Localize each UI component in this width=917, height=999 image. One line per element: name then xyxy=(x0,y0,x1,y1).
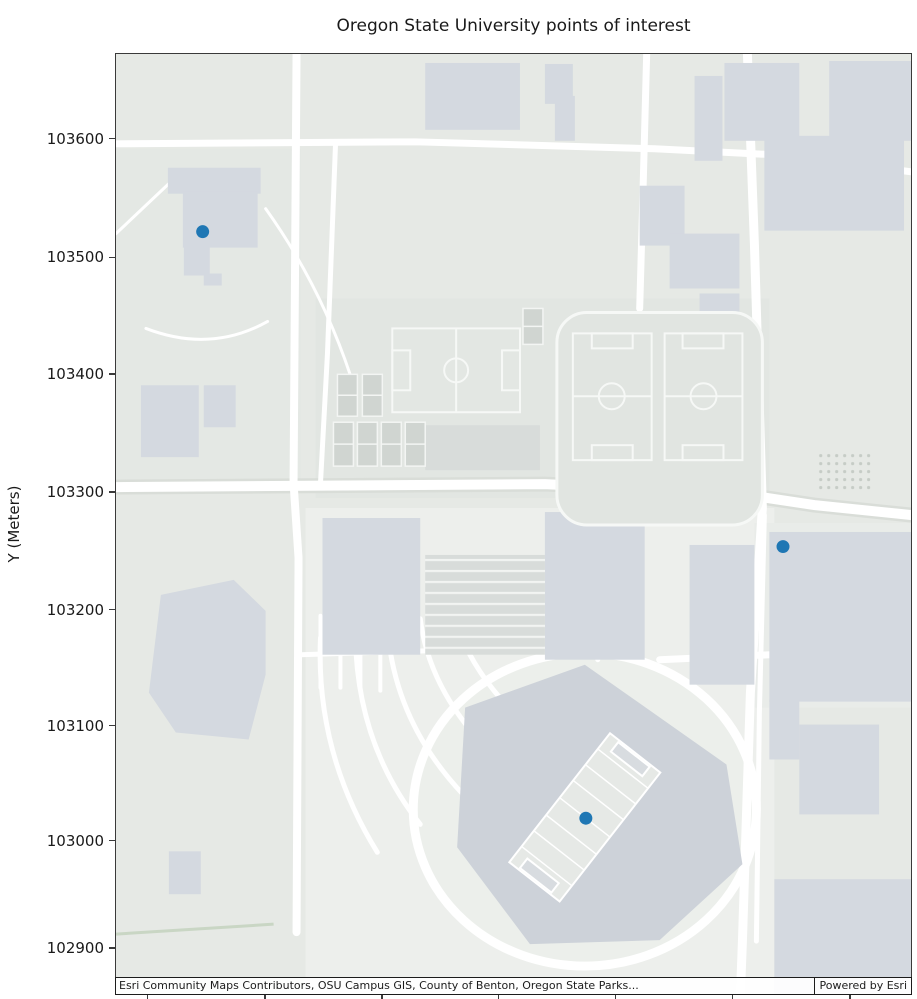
y-tick: 103000 xyxy=(47,832,115,850)
y-axis-label: Y (Meters) xyxy=(5,485,23,563)
plot-title: Oregon State University points of intere… xyxy=(336,16,691,36)
powered-by-esri-text: Powered by Esri xyxy=(815,977,912,995)
esri-basemap xyxy=(116,54,911,994)
y-tick: 103500 xyxy=(47,248,115,266)
y-tick: 103400 xyxy=(47,365,115,383)
y-tick: 103200 xyxy=(47,601,115,619)
x-tick-mark xyxy=(146,995,149,999)
poi-point xyxy=(579,811,593,825)
x-tick-mark xyxy=(381,995,383,999)
y-tick-label: 103500 xyxy=(46,248,104,267)
y-tick-label: 102900 xyxy=(46,938,104,957)
y-tick-label: 103000 xyxy=(46,831,104,850)
poi-points-layer xyxy=(196,225,790,825)
x-tick-mark xyxy=(497,995,500,999)
y-tick: 103300 xyxy=(47,483,115,501)
y-tick: 102900 xyxy=(47,939,115,957)
x-tick-mark xyxy=(731,995,734,999)
y-tick: 103600 xyxy=(47,130,115,148)
x-tick-mark xyxy=(614,995,617,999)
y-tick-label: 103300 xyxy=(46,482,104,501)
map-attribution: Esri Community Maps Contributors, OSU Ca… xyxy=(115,977,912,995)
map-plot-area: Esri Community Maps Contributors, OSU Ca… xyxy=(115,53,912,995)
y-tick-label: 103400 xyxy=(46,365,104,384)
y-tick-label: 103600 xyxy=(46,129,104,148)
attribution-sources-text: Esri Community Maps Contributors, OSU Ca… xyxy=(115,977,816,995)
y-tick: 103100 xyxy=(47,717,115,735)
x-tick-mark xyxy=(264,995,266,999)
x-tick-mark xyxy=(849,995,851,999)
y-tick-label: 103100 xyxy=(46,716,104,735)
poi-point xyxy=(776,540,790,554)
y-tick-label: 103200 xyxy=(46,600,104,619)
poi-point xyxy=(196,225,210,239)
